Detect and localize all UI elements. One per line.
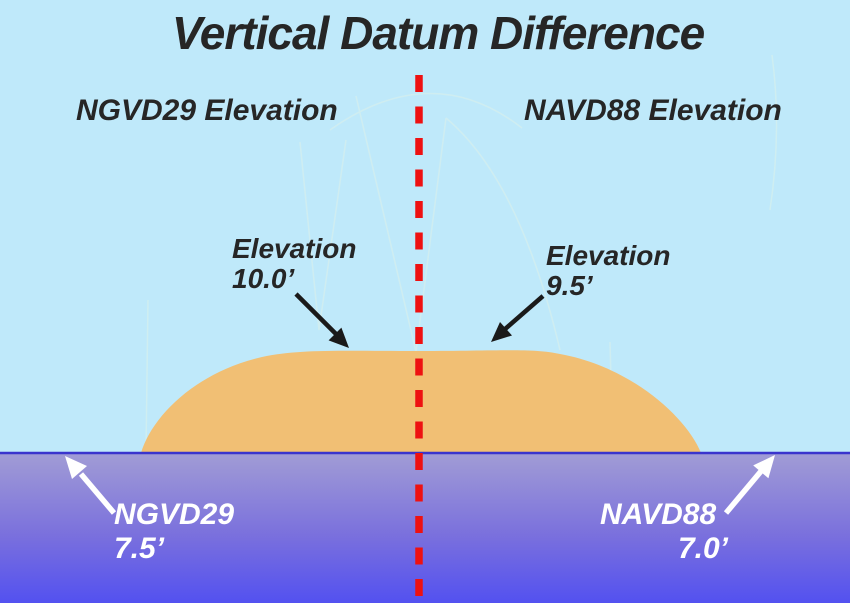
left-datum-callout: NGVD29 7.5’ [114,498,234,566]
right-water-arrow [723,455,775,515]
left-elevation-arrow [294,292,349,348]
left-elevation-value: 10.0’ [232,263,295,294]
right-elevation-value: 9.5’ [546,270,593,301]
right-elevation-callout: Elevation 9.5’ [546,241,670,301]
ngvd29-section-heading: NGVD29 Elevation [76,94,338,127]
right-datum-value: 7.0’ [677,532,728,565]
right-elevation-arrow [491,294,545,342]
right-elevation-label: Elevation [546,240,671,271]
left-elevation-callout: Elevation 10.0’ [232,234,356,294]
left-datum-label: NGVD29 [114,498,235,531]
left-water-arrow [65,456,117,515]
left-datum-value: 7.5’ [114,532,165,565]
water [0,453,850,603]
right-datum-callout: NAVD88 7.0’ [600,498,728,566]
left-elevation-label: Elevation [232,233,357,264]
right-datum-label: NAVD88 [600,498,717,531]
navd88-section-heading: NAVD88 Elevation [524,94,782,127]
diagram-title: Vertical Datum Difference [171,7,705,59]
